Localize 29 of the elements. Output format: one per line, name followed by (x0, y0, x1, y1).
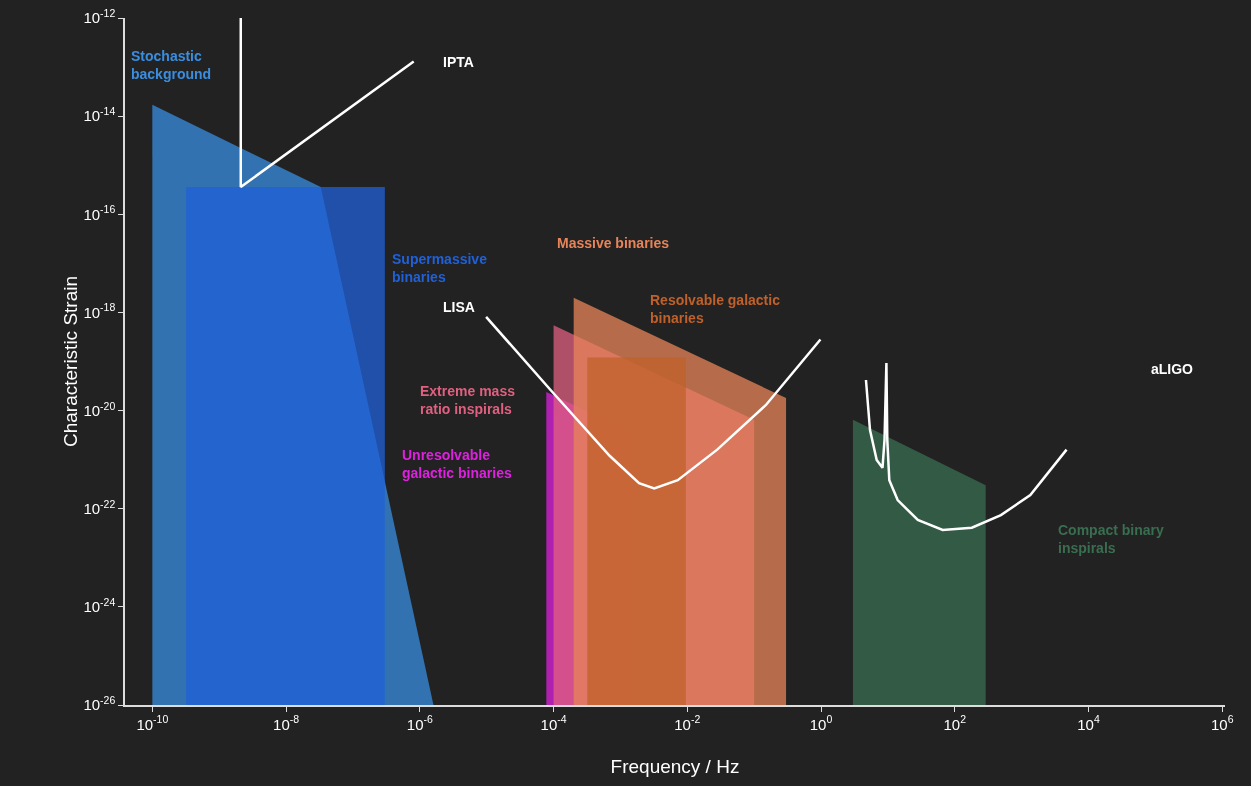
x-tick-label: 10$^{4}$ (1077, 713, 1100, 733)
annotation: Stochastic background (131, 48, 212, 83)
x-axis-title: Frequency / Hz (610, 755, 740, 777)
annotation: IPTA (443, 54, 474, 70)
y-tick-label: 10$^{-24}$ (83, 595, 116, 616)
x-tick-label: 10$^{2}$ (943, 713, 967, 733)
annotation: Massive binaries (557, 235, 670, 251)
annotation: aLIGO (1151, 361, 1194, 377)
x-tick-label: 10$^{-4}$ (540, 713, 567, 733)
x-tick-label: 10$^{6}$ (1210, 713, 1234, 733)
annotation: Extreme mass ratio inspirals (420, 383, 516, 418)
x-tick-label: 10$^{-6}$ (406, 713, 433, 733)
annotation: LISA (443, 299, 475, 315)
x-tick-label: 10$^{-10}$ (136, 713, 169, 733)
x-tick-label: 10$^{0}$ (809, 713, 833, 733)
x-tick-label: 10$^{-8}$ (273, 713, 300, 733)
y-tick-label: 10$^{-16}$ (83, 203, 116, 223)
y-tick-label: 10$^{-20}$ (83, 399, 116, 419)
annotation: Compact binary inspirals (1058, 522, 1165, 557)
y-tick-label: 10$^{-12}$ (83, 6, 116, 27)
y-axis-title: Characteristic Strain (59, 275, 81, 448)
y-tick-label: 10$^{-26}$ (83, 693, 116, 714)
y-tick-label: 10$^{-22}$ (83, 497, 116, 517)
annotation: Unresolvable galactic binaries (402, 447, 512, 482)
y-tick-label: 10$^{-18}$ (83, 301, 116, 321)
annotation: Resolvable galactic binaries (650, 292, 781, 327)
annotation: Supermassive binaries (392, 251, 488, 286)
y-tick-label: 10$^{-14}$ (83, 105, 116, 125)
x-tick-label: 10$^{-2}$ (674, 713, 701, 733)
